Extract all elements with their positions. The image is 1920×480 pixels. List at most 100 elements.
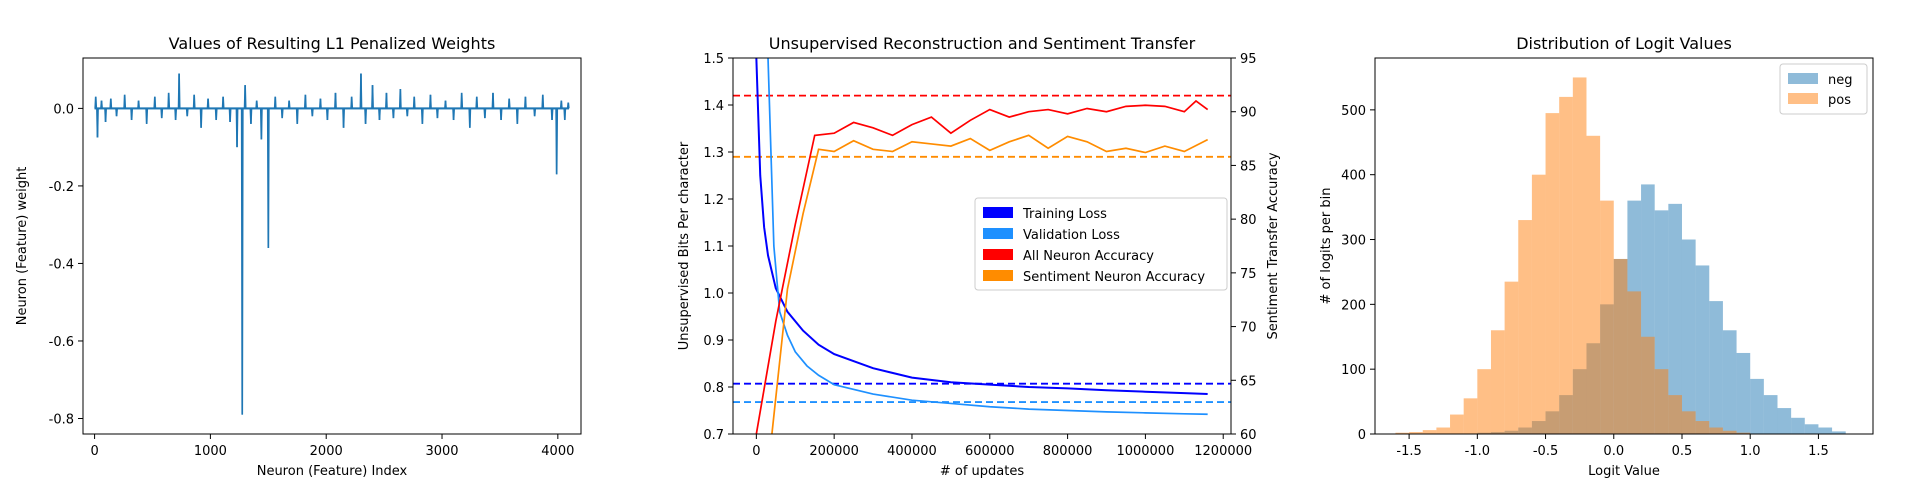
legend-label: Sentiment Neuron Accuracy xyxy=(1023,270,1205,285)
neg-bar xyxy=(1695,265,1710,434)
reconstruction-chart-frame xyxy=(732,57,1232,435)
logit-histogram-ticks: -1.5 -1.0 -0.5 0.0 0.5 1.0 1.5 0 100 200 300 400 500 xyxy=(1341,104,1829,459)
pos-bar xyxy=(1450,414,1464,434)
reconstruction-chart-right-y-tick-label: 90 xyxy=(1240,106,1257,121)
reconstruction-chart-legend: Training Loss Validation Loss All Neuron A… xyxy=(974,197,1228,291)
pos-bar xyxy=(1681,411,1696,434)
pos-bar xyxy=(1695,421,1710,434)
logit-histogram: Distribution of Logit Values Logit Value… xyxy=(1319,34,1874,479)
neg-bar xyxy=(1722,330,1737,434)
legend-label: Validation Loss xyxy=(1023,228,1120,243)
neg-bar xyxy=(1763,395,1778,434)
reconstruction-chart-x-label: # of updates xyxy=(940,464,1024,479)
weights-chart-x-tick-label: 4000 xyxy=(541,444,574,459)
pos-bar xyxy=(1422,430,1437,434)
pos-bar xyxy=(1477,369,1491,434)
pos-bar xyxy=(1559,96,1573,434)
logit-histogram-title: Distribution of Logit Values xyxy=(1516,34,1732,53)
reconstruction-chart-y-label-right: Sentiment Transfer Accuracy xyxy=(1266,152,1281,339)
reconstruction-chart-right-y-tick-label: 60 xyxy=(1240,428,1257,443)
weights-chart: Values of Resulting L1 Penalized Weights… xyxy=(15,34,582,479)
weights-chart-ticks: 0 1000 2000 3000 4000 -0.8 -0.6 -0.4 -0.2 0.0 xyxy=(49,102,575,459)
reconstruction-chart-right-y-tick-label: 80 xyxy=(1240,213,1257,228)
reconstruction-chart-ticks: 0 200000 400000 600000 800000 1000000 1200000 0… xyxy=(703,52,1256,459)
pos-bar xyxy=(1600,200,1614,434)
reconstruction-chart-y-label-left: Unsupervised Bits Per character xyxy=(677,141,692,350)
neg-bar xyxy=(1804,424,1819,434)
weights-chart-plot xyxy=(94,73,570,415)
pos-bar xyxy=(1654,369,1669,434)
logit-histogram-x-tick-label: 1.5 xyxy=(1808,444,1829,459)
weights-chart-title: Values of Resulting L1 Penalized Weights xyxy=(169,34,496,53)
reconstruction-chart-x-tick-label: 400000 xyxy=(887,444,937,459)
legend-label: Training Loss xyxy=(1022,207,1107,222)
pos-bar xyxy=(1518,220,1532,434)
reconstruction-chart-y-tick-label: 0.7 xyxy=(703,428,724,443)
reconstruction-chart-x-tick-label: 600000 xyxy=(965,444,1015,459)
weights-chart-frame xyxy=(82,57,582,435)
legend-box xyxy=(1779,63,1868,115)
logit-histogram-x-tick-label: 0.0 xyxy=(1603,444,1624,459)
legend-label: neg xyxy=(1828,73,1853,88)
reconstruction-chart-x-tick-label: 0 xyxy=(752,444,760,459)
logit-histogram-y-tick-label: 0 xyxy=(1358,428,1366,443)
pos-bar xyxy=(1627,291,1642,434)
reconstruction-chart-plot xyxy=(733,58,1231,434)
neg-bar xyxy=(1750,378,1764,434)
weights-chart-x-tick-label: 1000 xyxy=(194,444,227,459)
legend-swatch xyxy=(983,228,1013,239)
legend-swatch xyxy=(983,207,1013,218)
pos-bar xyxy=(1395,432,1410,434)
neg-bar xyxy=(1791,417,1805,434)
neg-bar xyxy=(1681,239,1696,434)
pos-bar xyxy=(1736,432,1751,434)
weights-series-line xyxy=(94,73,570,415)
neg-bar xyxy=(1668,203,1682,434)
weights-chart-x-tick-label: 0 xyxy=(90,444,98,459)
logit-histogram-frame xyxy=(1374,57,1874,435)
reconstruction-chart-y-tick-label: 1.3 xyxy=(703,146,724,161)
reconstruction-chart-x-tick-label: 1000000 xyxy=(1116,444,1174,459)
neg-bar xyxy=(1709,301,1723,434)
legend-swatch xyxy=(983,249,1013,260)
weights-chart-y-tick-label: -0.4 xyxy=(49,257,74,272)
neg-bar xyxy=(1832,431,1846,434)
pos-bar xyxy=(1586,135,1601,434)
reconstruction-chart-right-y-tick-label: 95 xyxy=(1240,52,1257,67)
neg-bar xyxy=(1736,352,1751,434)
neg-bar xyxy=(1818,427,1833,434)
legend-label: All Neuron Accuracy xyxy=(1023,249,1154,264)
logit-histogram-x-tick-label: 1.0 xyxy=(1740,444,1761,459)
neg-bar xyxy=(1777,408,1792,434)
reconstruction-chart-y-tick-label: 1.4 xyxy=(703,99,724,114)
reconstruction-chart-y-tick-label: 1.0 xyxy=(703,287,724,302)
legend-swatch xyxy=(1788,73,1818,84)
pos-bar xyxy=(1409,432,1423,434)
legend-swatch xyxy=(983,270,1013,281)
weights-chart-y-label: Neuron (Feature) weight xyxy=(15,167,30,326)
weights-chart-x-label: Neuron (Feature) Index xyxy=(257,464,408,479)
logit-histogram-plot xyxy=(1395,77,1846,434)
reconstruction-chart-y-tick-label: 0.8 xyxy=(703,381,724,396)
logit-histogram-x-tick-label: -0.5 xyxy=(1533,444,1558,459)
weights-chart-y-tick-label: -0.8 xyxy=(49,412,74,427)
reconstruction-chart-right-y-tick-label: 65 xyxy=(1240,374,1257,389)
series-line-2 xyxy=(767,58,1208,416)
reconstruction-chart-y-tick-label: 1.2 xyxy=(703,193,724,208)
pos-bar xyxy=(1709,427,1723,434)
pos-bar xyxy=(1668,395,1682,434)
logit-histogram-y-label: # of logits per bin xyxy=(1319,188,1334,305)
logit-histogram-y-tick-label: 400 xyxy=(1341,169,1366,184)
pos-bar xyxy=(1572,77,1587,434)
series-line-1 xyxy=(755,58,1208,396)
logit-histogram-x-tick-label: -1.5 xyxy=(1396,444,1421,459)
pos-bar xyxy=(1722,430,1737,434)
weights-chart-x-tick-label: 2000 xyxy=(310,444,343,459)
legend-swatch xyxy=(1788,93,1818,104)
reconstruction-chart-x-tick-label: 1200000 xyxy=(1194,444,1252,459)
logit-histogram-y-tick-label: 300 xyxy=(1341,234,1366,249)
pos-bar xyxy=(1531,174,1546,434)
reconstruction-chart: Unsupervised Reconstruction and Sentimen… xyxy=(677,34,1281,479)
